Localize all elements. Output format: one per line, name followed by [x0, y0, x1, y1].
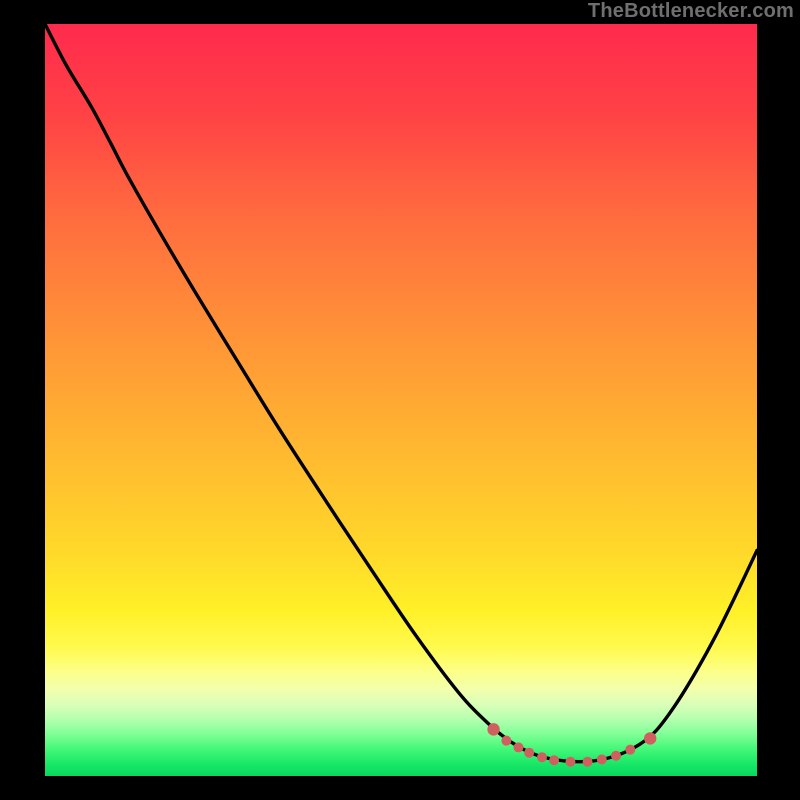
watermark-text: TheBottlenecker.com — [588, 0, 794, 23]
highlight-dot — [565, 757, 575, 767]
highlight-dot — [625, 745, 635, 755]
highlight-dot — [537, 752, 547, 762]
plot-area — [45, 24, 757, 776]
highlight-dot — [501, 736, 511, 746]
highlight-dot — [513, 742, 523, 752]
highlight-dot — [597, 754, 607, 764]
highlight-dot — [524, 748, 534, 758]
chart-svg — [45, 24, 757, 776]
highlight-dot — [583, 757, 593, 767]
highlight-dot — [611, 751, 621, 761]
highlight-endcap — [487, 723, 499, 735]
highlight-endcap — [644, 732, 656, 744]
highlight-dot — [549, 755, 559, 765]
gradient-background — [45, 24, 757, 776]
chart-frame: TheBottlenecker.com — [0, 0, 800, 800]
